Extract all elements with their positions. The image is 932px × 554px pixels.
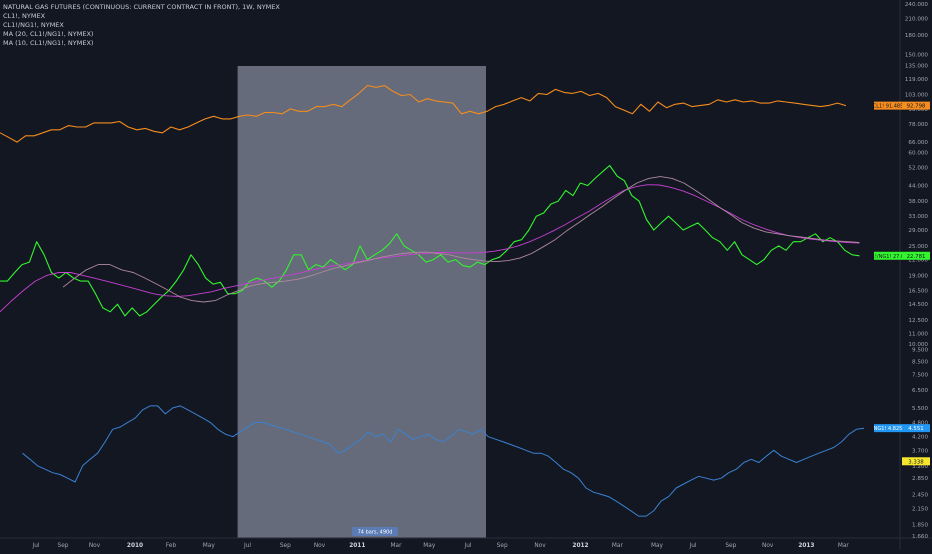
price-tick-label: 5.500 bbox=[912, 406, 928, 412]
time-tick-label: Sep bbox=[280, 543, 291, 549]
time-tick-label: Sep bbox=[497, 543, 508, 549]
price-tick-label: 90.000 bbox=[908, 107, 928, 113]
other-price-tag-value: 3.338 bbox=[908, 459, 924, 465]
price-tick-label: 25.000 bbox=[908, 244, 928, 250]
price-tick-label: 10.000 bbox=[908, 342, 928, 348]
price-tick-label: 11.000 bbox=[908, 332, 928, 338]
ng-price-tag-label-bg bbox=[874, 424, 902, 433]
ratio-price-tag-label: CL1!/NG1! 27.025 bbox=[865, 254, 910, 260]
price-tick-label: 9.500 bbox=[912, 347, 928, 353]
time-tick-label: Nov bbox=[762, 543, 774, 549]
ratio-price-tag-value: 22.781 bbox=[907, 254, 926, 260]
time-tick-label: Mar bbox=[838, 543, 850, 549]
series-ratio-line bbox=[0, 164, 860, 317]
time-tick-label: Jul bbox=[689, 543, 697, 549]
time-tick-label: Jul bbox=[243, 543, 251, 549]
price-tick-label: 8.500 bbox=[912, 359, 928, 365]
price-tick-label: 2.850 bbox=[912, 476, 928, 482]
price-tick-label: 52.000 bbox=[908, 166, 928, 172]
price-tick-label: 29.000 bbox=[908, 228, 928, 234]
range-label-badge: 74 bars, 490d bbox=[352, 527, 398, 536]
time-tick-label: Jul bbox=[32, 543, 40, 549]
other-price-tag-value-bg bbox=[902, 457, 930, 466]
range-label: 74 bars, 490d bbox=[358, 530, 393, 536]
price-tick-label: 22.000 bbox=[908, 258, 928, 264]
series-ng-line bbox=[22, 405, 865, 517]
price-tick-label: 4.200 bbox=[912, 435, 928, 441]
price-tick-label: 14.500 bbox=[908, 302, 928, 308]
time-tick-label: Nov bbox=[534, 543, 546, 549]
price-tick-label: 240.000 bbox=[905, 2, 929, 8]
price-tick-label: 7.500 bbox=[912, 373, 928, 379]
price-tick-label: 1.660 bbox=[912, 534, 928, 540]
price-tick-label: 2.150 bbox=[912, 506, 928, 512]
price-tick-label: 33.000 bbox=[908, 214, 928, 220]
selection-range[interactable] bbox=[237, 66, 486, 538]
time-tick-label: Sep bbox=[58, 543, 69, 549]
price-tick-label: 12.500 bbox=[908, 318, 928, 324]
ng-price-tag-value-bg bbox=[902, 424, 930, 433]
cl-price-tag-value-bg bbox=[902, 101, 930, 110]
time-tick-label: Jul bbox=[464, 543, 472, 549]
ng-price-tag-label: NG1! 4.825 bbox=[874, 426, 903, 432]
time-tick-label: 2011 bbox=[349, 543, 365, 549]
price-tick-label: 210.000 bbox=[905, 16, 929, 22]
time-tick-label: May bbox=[203, 543, 216, 549]
price-tick-label: 1.850 bbox=[912, 522, 928, 528]
time-tick-label: 2013 bbox=[798, 543, 814, 549]
price-tick-label: 3.700 bbox=[912, 448, 928, 454]
price-tick-label: 3.200 bbox=[912, 464, 928, 470]
cl-price-tag-value: 92.798 bbox=[907, 104, 926, 110]
time-tick-label: Mar bbox=[612, 543, 624, 549]
ratio-price-tag-label-bg bbox=[874, 251, 902, 260]
price-tick-label: 2.450 bbox=[912, 492, 928, 498]
price-tick-label: 60.000 bbox=[908, 150, 928, 156]
time-tick-label: Sep bbox=[725, 543, 736, 549]
price-tick-label: 38.000 bbox=[908, 199, 928, 205]
time-tick-label: Feb bbox=[166, 543, 177, 549]
series-layer bbox=[0, 84, 865, 517]
cl-price-tag-label: CL1! 91.485 bbox=[873, 104, 904, 110]
range-label-background bbox=[352, 527, 398, 536]
time-tick-label: May bbox=[423, 543, 436, 549]
price-tick-label: 119.000 bbox=[905, 77, 929, 83]
ratio-price-tag-value-bg bbox=[902, 251, 930, 260]
time-tick-label: May bbox=[651, 543, 664, 549]
price-tick-label: 78.000 bbox=[908, 122, 928, 128]
price-tick-label: 44.000 bbox=[908, 183, 928, 189]
time-tick-label: Nov bbox=[89, 543, 101, 549]
price-axis[interactable]: 240.000 210.000 180.000 150.000 135.000 119.0… bbox=[905, 2, 929, 540]
time-tick-label: 2010 bbox=[127, 543, 143, 549]
cl-price-tag-label-bg bbox=[874, 101, 902, 110]
time-tick-label: Nov bbox=[314, 543, 326, 549]
series-ma20-line bbox=[0, 184, 860, 313]
time-axis[interactable]: Jul Sep Nov 2010 Feb May Jul Sep Nov 2011 Mar May Ju… bbox=[32, 543, 850, 549]
price-tick-label: 103.000 bbox=[905, 92, 929, 98]
ng-price-tag-value: 4.551 bbox=[908, 426, 923, 432]
price-tick-label: 4.800 bbox=[912, 420, 928, 426]
series-cl-line bbox=[0, 84, 847, 143]
price-tick-label: 180.000 bbox=[905, 33, 929, 39]
price-tick-label: 135.000 bbox=[905, 64, 929, 70]
price-tick-label: 150.000 bbox=[905, 52, 929, 58]
time-tick-label: 2012 bbox=[572, 543, 588, 549]
price-tick-label: 19.000 bbox=[908, 273, 928, 279]
time-tick-label: Mar bbox=[391, 543, 403, 549]
price-tick-label: 6.500 bbox=[912, 388, 928, 394]
series-ma10-line bbox=[62, 176, 860, 303]
price-tick-label: 16.500 bbox=[908, 288, 928, 294]
price-tick-label: 66.000 bbox=[908, 140, 928, 146]
